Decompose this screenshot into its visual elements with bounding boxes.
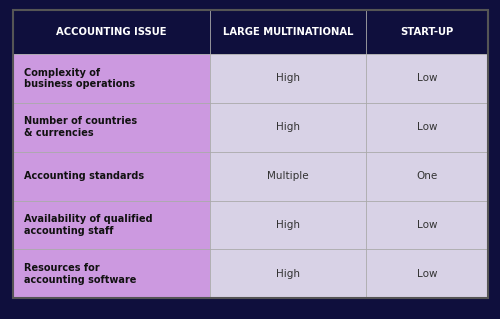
Text: Low: Low [416, 269, 437, 279]
Text: Multiple: Multiple [267, 171, 309, 181]
Text: Accounting standards: Accounting standards [24, 171, 144, 181]
Text: Number of countries
& currencies: Number of countries & currencies [24, 116, 136, 138]
Text: Complexity of
business operations: Complexity of business operations [24, 68, 134, 89]
Text: LARGE MULTINATIONAL: LARGE MULTINATIONAL [223, 27, 354, 37]
Text: High: High [276, 122, 300, 132]
Bar [12, 152, 209, 201]
Text: High: High [276, 269, 300, 279]
Bar [210, 201, 366, 249]
Bar [210, 249, 366, 298]
Text: START-UP: START-UP [400, 27, 454, 37]
Bar [366, 54, 488, 103]
Text: High: High [276, 220, 300, 230]
Text: ACCOUNTING ISSUE: ACCOUNTING ISSUE [56, 27, 166, 37]
Text: One: One [416, 171, 438, 181]
Bar [366, 201, 488, 249]
Text: High: High [276, 73, 300, 83]
Bar [210, 54, 366, 103]
Bar [366, 103, 488, 152]
Bar [12, 103, 209, 152]
Bar [366, 10, 488, 54]
Bar [12, 201, 209, 249]
Bar [366, 152, 488, 201]
Text: Low: Low [416, 73, 437, 83]
Bar [210, 103, 366, 152]
Text: Low: Low [416, 220, 437, 230]
Bar [12, 10, 209, 54]
Bar [12, 249, 209, 298]
Bar [366, 249, 488, 298]
Bar [210, 10, 366, 54]
Text: Availability of qualified
accounting staff: Availability of qualified accounting sta… [24, 214, 152, 236]
Text: Low: Low [416, 122, 437, 132]
Text: Resources for
accounting software: Resources for accounting software [24, 263, 136, 285]
Bar [12, 54, 209, 103]
Bar [210, 152, 366, 201]
